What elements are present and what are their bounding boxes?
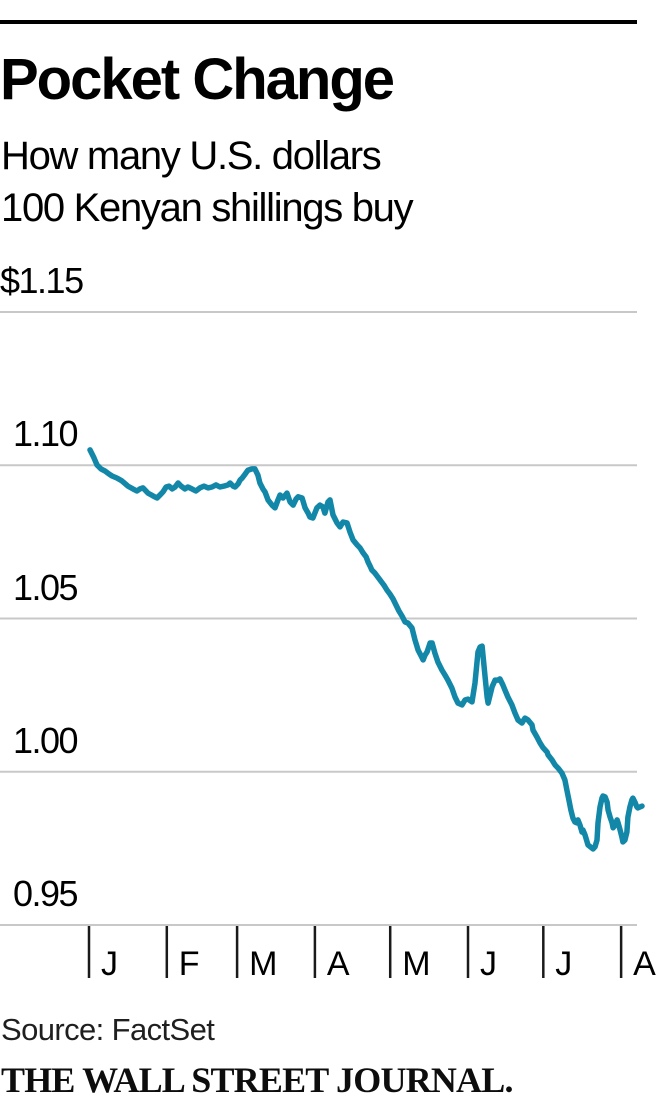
month-label: A — [326, 945, 350, 983]
top-rule — [0, 20, 637, 24]
month-label: M — [249, 945, 277, 983]
month-label: J — [480, 945, 497, 983]
month-label: A — [633, 945, 656, 983]
month-label: M — [402, 945, 430, 983]
wsj-brand: THE WALL STREET JOURNAL. — [1, 1060, 513, 1100]
month-label: F — [178, 945, 200, 983]
x-axis-ticks — [87, 926, 623, 978]
y-axis-label: $1.15 — [0, 260, 84, 301]
month-label: J — [555, 945, 572, 983]
month-label: J — [101, 945, 118, 983]
y-axis-label: 1.00 — [13, 719, 79, 761]
chart-title: Pocket Change — [0, 47, 395, 112]
y-axis-label: 1.05 — [13, 566, 79, 608]
y-axis-label: 1.10 — [13, 413, 79, 455]
gridlines — [0, 311, 637, 926]
source-note: Source: FactSet — [1, 1012, 215, 1047]
y-axis-label: 0.95 — [13, 873, 79, 914]
price-line — [87, 447, 645, 852]
chart-subtitle: How many U.S. dollars 100 Kenyan shillin… — [1, 134, 414, 230]
